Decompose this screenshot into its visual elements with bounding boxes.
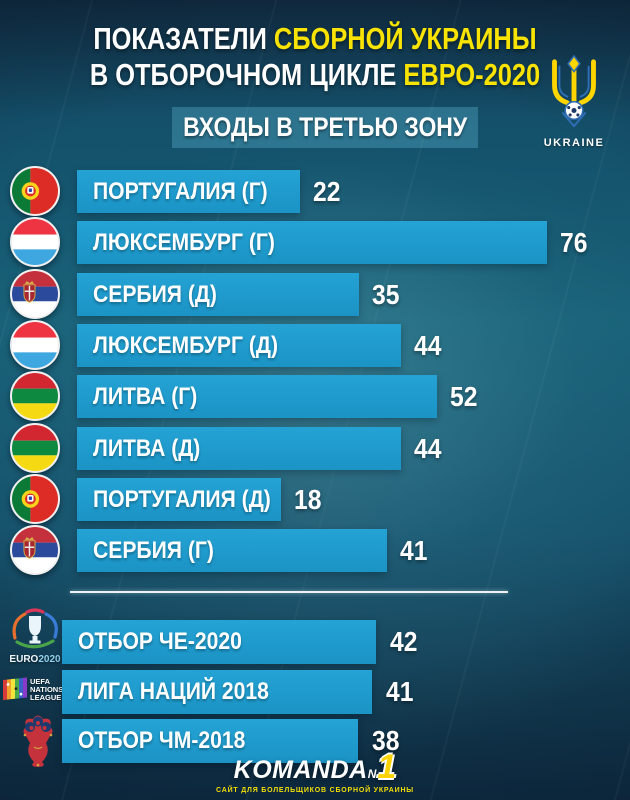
- komanda1-logo-n: N: [367, 767, 377, 781]
- tournament-value: 38: [372, 725, 400, 756]
- lithuania-flag-icon: [10, 423, 60, 473]
- lithuania-flag-icon: [10, 371, 60, 421]
- tournament-label: ЛИГА НАЦИЙ 2018: [78, 678, 269, 705]
- match-bar: ЛЮКСЕМБУРГ (Г): [77, 221, 547, 264]
- subtitle-box: ВХОДЫ В ТРЕТЬЮ ЗОНУ: [172, 107, 478, 148]
- match-value: 18: [294, 484, 322, 515]
- section-divider: [70, 591, 508, 593]
- title-line-1-yellow: СБОРНОЙ УКРАИНЫ: [273, 21, 537, 56]
- title-line-2: В ОТБОРОЧНОМ ЦИКЛЕ ЕВРО-2020: [57, 58, 574, 92]
- match-value: 52: [450, 381, 478, 412]
- match-label: СЕРБИЯ (Д): [93, 281, 217, 308]
- match-value: 41: [400, 535, 428, 566]
- euro2020-logo-icon: EURO2020: [6, 608, 64, 665]
- match-bar: ПОРТУГАЛИЯ (Д): [77, 478, 281, 521]
- ukraine-trident-icon: [544, 54, 604, 134]
- match-bar: ЛЮКСЕМБУРГ (Д): [77, 324, 401, 367]
- match-bar: ЛИТВА (Д): [77, 427, 401, 470]
- tournament-bar: ЛИГА НАЦИЙ 2018: [62, 670, 372, 714]
- tournament-label: ОТБОР ЧМ-2018: [78, 727, 246, 754]
- title-line-1: ПОКАЗАТЕЛИ СБОРНОЙ УКРАИНЫ: [57, 22, 574, 56]
- serbia-flag-icon: [10, 269, 60, 319]
- match-bar: ЛИТВА (Г): [77, 375, 437, 418]
- komanda1-logo: KOMANDAN1: [233, 750, 397, 789]
- tournament-bar: ОТБОР ЧЕ-2020: [62, 620, 376, 664]
- luxembourg-flag-icon: [10, 217, 60, 267]
- title-line-1-white: ПОКАЗАТЕЛИ: [93, 21, 274, 56]
- komanda1-logo-text: KOMANDA: [233, 756, 368, 784]
- title-line-2-yellow: ЕВРО-2020: [403, 57, 541, 92]
- match-bar: ПОРТУГАЛИЯ (Г): [77, 170, 300, 213]
- tournament-label: ОТБОР ЧЕ-2020: [78, 628, 242, 655]
- match-value: 35: [372, 279, 400, 310]
- tournament-bar: ОТБОР ЧМ-2018: [62, 719, 358, 763]
- title-line-2-white: В ОТБОРОЧНОМ ЦИКЛЕ: [89, 57, 404, 92]
- match-bar: СЕРБИЯ (Д): [77, 273, 359, 316]
- ukraine-crest: UKRAINE: [536, 54, 612, 149]
- nations-league-logo-icon: UEFA NATIONS LEAGUE: [3, 676, 63, 704]
- match-label: ЛИТВА (Г): [93, 383, 198, 410]
- footer-tagline: САЙТ ДЛЯ БОЛЕЛЬЩИКОВ СБОРНОЙ УКРАИНЫ: [216, 787, 414, 794]
- match-value: 44: [414, 330, 442, 361]
- serbia-flag-icon: [10, 525, 60, 575]
- worldcup2018-logo-icon: [20, 713, 56, 774]
- match-label: ЛИТВА (Д): [93, 435, 201, 462]
- match-label: ЛЮКСЕМБУРГ (Д): [93, 332, 278, 359]
- subtitle-text: ВХОДЫ В ТРЕТЬЮ ЗОНУ: [182, 112, 468, 142]
- tournament-value: 41: [386, 676, 414, 707]
- match-value: 76: [560, 227, 588, 258]
- portugal-flag-icon: [10, 474, 60, 524]
- match-value: 22: [313, 176, 341, 207]
- match-label: СЕРБИЯ (Г): [93, 537, 214, 564]
- crest-label: UKRAINE: [543, 137, 605, 149]
- match-bar: СЕРБИЯ (Г): [77, 529, 387, 572]
- match-label: ПОРТУГАЛИЯ (Г): [93, 178, 268, 205]
- footer: KOMANDAN1 САЙТ ДЛЯ БОЛЕЛЬЩИКОВ СБОРНОЙ У…: [0, 750, 630, 794]
- match-label: ПОРТУГАЛИЯ (Д): [93, 486, 271, 513]
- match-label: ЛЮКСЕМБУРГ (Г): [93, 229, 275, 256]
- komanda1-logo-one: 1: [377, 748, 397, 786]
- luxembourg-flag-icon: [10, 320, 60, 370]
- match-value: 44: [414, 433, 442, 464]
- portugal-flag-icon: [10, 166, 60, 216]
- tournament-value: 42: [390, 626, 418, 657]
